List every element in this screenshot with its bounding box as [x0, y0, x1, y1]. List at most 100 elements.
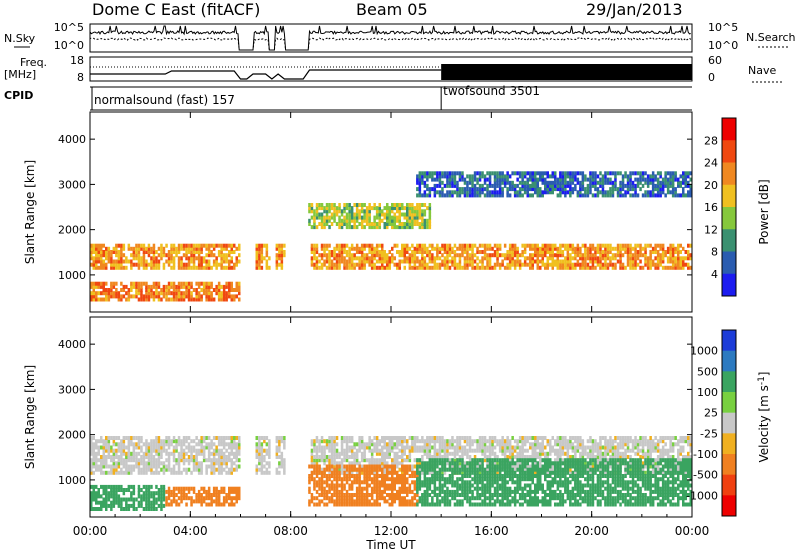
power-cell	[544, 253, 547, 258]
velocity-cell	[651, 442, 655, 447]
power-cell	[105, 250, 108, 254]
power-cell	[220, 259, 223, 264]
velocity-cell	[222, 502, 226, 507]
velocity-cell	[100, 439, 103, 444]
power-cell	[190, 250, 193, 254]
velocity-cell	[197, 499, 201, 504]
velocity-cell	[125, 464, 128, 469]
velocity-cell	[624, 439, 627, 444]
velocity-cell	[350, 445, 354, 450]
velocity-cell	[125, 507, 128, 511]
velocity-cell	[508, 455, 512, 459]
power-cell	[265, 243, 269, 248]
power-cell	[92, 281, 95, 286]
velocity-cell	[105, 494, 108, 499]
velocity-cell	[363, 455, 366, 459]
power-cell	[135, 256, 138, 261]
velocity-cell	[631, 439, 635, 444]
velocity-cell	[140, 461, 143, 466]
power-cell	[152, 253, 156, 258]
power-cell	[611, 246, 615, 251]
velocity-cell	[516, 461, 519, 466]
power-cell	[431, 253, 434, 258]
power-cell	[233, 262, 236, 267]
velocity-cell	[90, 451, 93, 456]
power-cell	[584, 259, 587, 264]
velocity-cell	[170, 470, 173, 475]
power-cell	[559, 177, 562, 182]
power-cell	[338, 253, 341, 258]
power-cell	[539, 265, 542, 270]
velocity-cell	[381, 461, 384, 466]
velocity-cell	[130, 442, 133, 447]
velocity-cell	[661, 445, 665, 450]
velocity-cell	[172, 467, 176, 472]
velocity-cell	[142, 467, 146, 472]
power-cell	[433, 177, 437, 182]
power-cell	[132, 262, 136, 267]
velocity-cell	[458, 436, 462, 440]
velocity-cell	[649, 451, 652, 456]
power-cell	[466, 243, 469, 248]
velocity-cell	[438, 451, 442, 456]
power-cell	[363, 203, 366, 207]
power-cell	[591, 262, 595, 267]
power-cell	[416, 212, 419, 217]
velocity-cell	[534, 436, 537, 440]
power-cell	[677, 183, 680, 188]
velocity-cell	[340, 458, 344, 463]
power-cell	[92, 284, 95, 289]
power-cell	[185, 256, 188, 261]
power-cell	[320, 206, 324, 211]
power-cell	[396, 250, 399, 254]
velocity-cell	[350, 455, 354, 459]
power-cell	[493, 190, 497, 195]
power-cell	[212, 288, 216, 292]
power-cell	[375, 225, 379, 230]
velocity-cell	[386, 451, 389, 456]
velocity-cell	[222, 499, 226, 504]
velocity-cell	[255, 464, 258, 469]
velocity-cell	[426, 445, 429, 450]
power-cell	[172, 256, 176, 261]
power-cell	[682, 190, 685, 195]
power-cell	[393, 218, 396, 223]
power-cell	[687, 180, 690, 185]
velocity-cell	[541, 439, 544, 444]
power-cell	[386, 209, 389, 214]
velocity-cell	[664, 448, 667, 453]
power-cell	[441, 187, 444, 192]
power-cell	[195, 291, 198, 296]
velocity-cell	[150, 458, 153, 463]
power-cell	[534, 177, 537, 182]
power-cell	[621, 174, 625, 179]
power-cell	[451, 177, 454, 182]
power-cell	[275, 246, 279, 251]
power-cell	[212, 243, 216, 248]
velocity-cell	[438, 455, 442, 459]
power-cell	[353, 225, 356, 230]
velocity-cell	[265, 470, 269, 475]
velocity-cell	[368, 436, 371, 440]
velocity-cell	[606, 445, 610, 450]
velocity-cell	[95, 500, 98, 505]
velocity-cell	[323, 455, 326, 459]
power-cell	[689, 190, 692, 195]
velocity-cell	[561, 451, 565, 456]
power-cell	[416, 206, 419, 211]
velocity-cell	[122, 497, 126, 502]
velocity-cell	[180, 496, 183, 501]
power-cell	[167, 262, 171, 267]
power-cell	[486, 243, 489, 248]
power-cell	[320, 222, 324, 226]
power-cell	[599, 250, 602, 254]
power-cell	[526, 187, 529, 192]
power-cell	[574, 187, 577, 192]
power-cell	[674, 190, 677, 195]
power-cell	[200, 259, 203, 264]
power-cell	[684, 250, 687, 254]
velocity-cell	[313, 477, 316, 482]
power-cell	[135, 284, 138, 289]
power-cell	[137, 265, 141, 270]
power-cell	[586, 183, 590, 188]
